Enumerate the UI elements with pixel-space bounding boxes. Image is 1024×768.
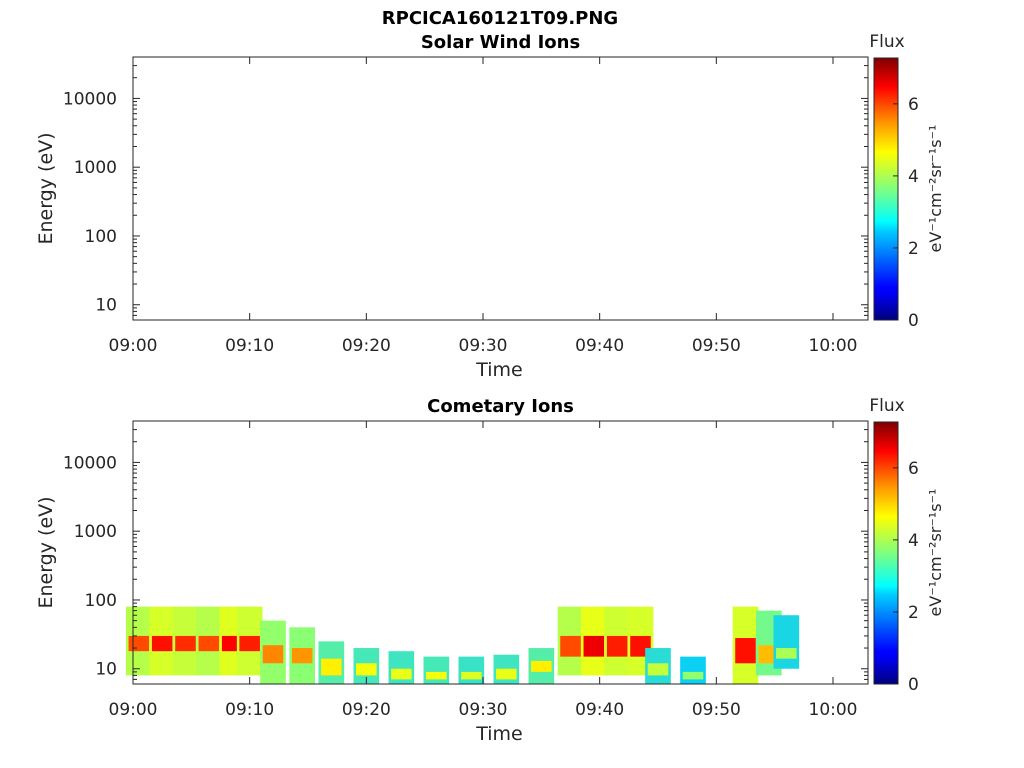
heatmap-peak-cell <box>175 635 196 652</box>
y-tick-label: 10000 <box>63 89 117 109</box>
colorbar-tick-label: 6 <box>908 459 919 479</box>
heatmap-peak-cell <box>426 671 447 680</box>
x-tick-label: 09:30 <box>459 336 508 356</box>
plot-frame <box>132 56 869 321</box>
heatmap-peak-cell <box>151 635 173 652</box>
heatmap-peak-cell <box>198 635 220 652</box>
heatmap-peak-cell <box>531 660 552 672</box>
x-tick-label: 09:10 <box>225 700 274 720</box>
x-tick-label: 09:20 <box>342 336 391 356</box>
colorbar-tick-label: 2 <box>908 239 919 259</box>
y-tick-label: 1000 <box>74 158 117 178</box>
colorbar-tick-label: 4 <box>908 167 919 187</box>
subplot-title: Solar Wind Ions <box>421 32 580 53</box>
x-tick-label: 09:20 <box>342 700 391 720</box>
x-tick-label: 09:00 <box>109 700 158 720</box>
y-tick-label: 10 <box>95 660 117 680</box>
heatmap-peak-cell <box>776 648 797 659</box>
y-axis-label: Energy (eV) <box>35 496 57 608</box>
x-tick-label: 09:10 <box>225 336 274 356</box>
y-tick-label: 10 <box>95 296 117 316</box>
colorbar-tick-label: 0 <box>908 311 919 331</box>
colorbar-title: Flux <box>869 396 904 416</box>
heatmap-peak-cell <box>682 671 704 680</box>
heatmap-peak-cell <box>583 635 605 657</box>
heatmap-peak-cell <box>391 668 412 680</box>
x-tick-label: 09:50 <box>692 700 741 720</box>
heatmap-cells <box>126 606 800 684</box>
heatmap-peak-cell <box>735 637 756 664</box>
heatmap-cell <box>773 615 800 669</box>
colorbar-unit-label: eV⁻¹cm⁻²sr⁻¹s⁻¹ <box>926 125 945 253</box>
heatmap-peak-cell <box>560 635 581 657</box>
heatmap-peak-cell <box>356 663 377 676</box>
heatmap-peak-cell <box>606 635 628 657</box>
heatmap-peak-cell <box>128 635 150 652</box>
subplot-title: Cometary Ions <box>427 396 574 417</box>
x-tick-label: 10:00 <box>809 700 858 720</box>
heatmap-cell <box>423 656 450 684</box>
colorbar-tick-label: 2 <box>908 603 919 623</box>
y-tick-label: 1000 <box>74 522 117 542</box>
heatmap-peak-cell <box>262 645 284 664</box>
heatmap-peak-cell <box>321 658 342 676</box>
heatmap-peak-cell <box>239 635 260 652</box>
colorbar <box>873 421 899 685</box>
x-axis-label: Time <box>475 359 523 381</box>
heatmap-peak-cell <box>496 668 517 680</box>
heatmap-peak-cell <box>291 648 313 664</box>
y-tick-label: 10000 <box>63 453 117 473</box>
x-tick-label: 10:00 <box>809 336 858 356</box>
colorbar <box>873 57 899 321</box>
x-axis-label: Time <box>475 723 523 745</box>
colorbar-tick-label: 4 <box>908 531 919 551</box>
plot-frame <box>132 420 869 685</box>
x-tick-label: 09:00 <box>109 336 158 356</box>
heatmap-cell <box>680 656 706 684</box>
x-tick-label: 09:40 <box>575 336 624 356</box>
heatmap-cell <box>458 656 485 684</box>
solar-wind-panel: Solar Wind Ions 09:00 09:10 09:20 09:30 09:40… <box>35 32 945 381</box>
colorbar-tick-label: 6 <box>908 95 919 115</box>
colorbar-title: Flux <box>869 32 904 52</box>
heatmap-peak-cell <box>461 671 482 680</box>
y-axis-label: Energy (eV) <box>35 132 57 244</box>
y-tick-label: 100 <box>85 227 117 247</box>
colorbar-tick-label: 0 <box>908 675 919 695</box>
y-tick-label: 100 <box>85 591 117 611</box>
cometary-ions-panel: Cometary Ions 09:00 09:10 09:20 09:30 09:40 09… <box>35 396 945 745</box>
figure-title: RPCICA160121T09.PNG <box>382 8 618 29</box>
heatmap-peak-cell <box>647 663 669 676</box>
x-tick-label: 09:40 <box>575 700 624 720</box>
colorbar-unit-label: eV⁻¹cm⁻²sr⁻¹s⁻¹ <box>926 489 945 617</box>
x-tick-label: 09:30 <box>459 700 508 720</box>
x-tick-label: 09:50 <box>692 336 741 356</box>
